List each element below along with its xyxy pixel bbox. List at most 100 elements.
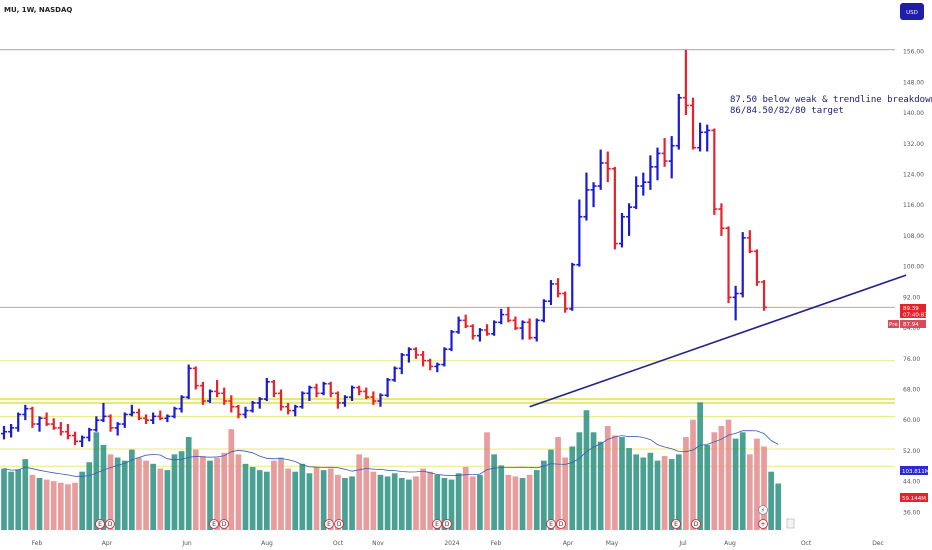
ohlc-bar (427, 358, 434, 371)
volume-bar (157, 468, 164, 530)
ohlc-bar (64, 424, 71, 440)
event-marker-circle (442, 519, 452, 529)
y-tick-label: 36.00 (903, 509, 920, 516)
volume-bar (93, 432, 100, 530)
volume-bar (711, 432, 718, 530)
price-axis[interactable]: 156.00 148.00 140.00 132.00 124.00 116.00 108.… (903, 49, 924, 517)
ohlc-bar (86, 427, 93, 442)
ohlc-bar (654, 147, 661, 181)
volume-bar (448, 479, 455, 530)
volume-bar (491, 454, 497, 530)
event-marker-circle (334, 519, 344, 529)
event-marker-circle (324, 519, 334, 529)
ohlc-bar (405, 347, 412, 363)
event-marker-label: E (212, 521, 216, 528)
ohlc-bar (306, 385, 313, 401)
ohlc-bar (626, 203, 633, 236)
event-markers[interactable]: E D E D E D E D E D E D +⚡ (95, 505, 795, 529)
x-tick-label: Jul (678, 540, 687, 547)
volume-bar (249, 466, 256, 530)
volume-bars (1, 402, 782, 530)
volume-bar (654, 460, 661, 530)
pre-market-badge: Pre 87.94 (888, 320, 926, 328)
volume-bar (256, 470, 263, 530)
ohlc-bar (128, 404, 135, 417)
currency-badge[interactable]: USD (900, 3, 924, 20)
ohlc-bar (214, 379, 221, 398)
ohlc-bar (732, 285, 739, 321)
event-marker: E (432, 519, 442, 529)
volume-bar (477, 474, 483, 530)
volume-ma-line (3, 430, 779, 477)
volume-bar (583, 410, 590, 530)
ohlc-bar (15, 412, 22, 432)
volume-bar (597, 441, 604, 530)
ohlc-bar (150, 412, 157, 425)
ohlc-bar (547, 280, 554, 306)
volume-bar (548, 449, 554, 530)
volume-bar (569, 446, 576, 530)
time-axis[interactable]: Feb Apr Jun Aug Oct Nov 2024 Feb Apr May Jul Aug Oct… (32, 540, 884, 547)
x-tick-label: Nov (372, 540, 384, 547)
split-marker: ⚡ (758, 505, 768, 515)
ohlc-bar (242, 406, 249, 419)
event-marker-circle (546, 519, 556, 529)
event-marker-label: D (694, 521, 699, 528)
ohlc-bar (278, 389, 285, 411)
volume-bar (335, 474, 341, 530)
ohlc-bar (235, 404, 242, 419)
y-tick-label: 84.00 (903, 325, 920, 332)
volume-bar (619, 437, 625, 530)
ohlc-bar (583, 172, 590, 221)
ohlc-bar (313, 383, 320, 398)
volume-bar (775, 483, 782, 530)
ohlc-bar (157, 410, 164, 421)
ohlc-bar (498, 308, 505, 325)
volume-bar (441, 478, 448, 530)
x-tick-label: May (606, 540, 619, 547)
ohlc-bar (704, 124, 711, 152)
ohlc-bar (739, 232, 746, 298)
volume-bar (668, 459, 675, 530)
volume-bar (86, 462, 93, 530)
event-marker: D (105, 519, 115, 529)
pre-market-price: 87.94 (903, 322, 919, 328)
volume-bar (725, 419, 732, 530)
trendline[interactable] (529, 274, 907, 408)
event-marker-circle (432, 519, 442, 529)
volume-bar (697, 402, 703, 530)
volume-ma-value: 103.811M (902, 469, 930, 475)
y-tick-label: 116.00 (903, 202, 924, 209)
volume-bar (434, 474, 441, 530)
event-marker-circle (219, 519, 229, 529)
volume-bar (57, 482, 64, 530)
ohlc-bar (526, 318, 533, 340)
volume-bar (612, 435, 618, 530)
volume-bar (541, 460, 547, 530)
volume-bar (427, 471, 434, 530)
event-marker-label: D (559, 521, 564, 528)
ohlc-bar (22, 404, 29, 421)
ohlc-bar (711, 128, 718, 215)
ohlc-bar (540, 299, 547, 323)
ohlc-bar (285, 402, 292, 415)
ohlc-bar (668, 136, 675, 179)
volume-bar (533, 470, 540, 530)
ohlc-bars (1, 49, 768, 448)
ohlc-bar (72, 431, 79, 446)
volume-bar (15, 469, 22, 530)
ohlc-bar (384, 377, 391, 398)
volume-bar (8, 471, 14, 530)
ohlc-bar (476, 328, 483, 342)
ohlc-bar (682, 49, 689, 116)
ohlc-bar (725, 226, 732, 304)
ohlc-bar (448, 329, 455, 352)
volume-bar (626, 448, 632, 530)
ohlc-bar (533, 318, 540, 342)
ohlc-bar (462, 314, 469, 329)
volume-bar (768, 471, 774, 530)
volume-bar (242, 463, 249, 530)
event-marker-label: E (674, 521, 678, 528)
